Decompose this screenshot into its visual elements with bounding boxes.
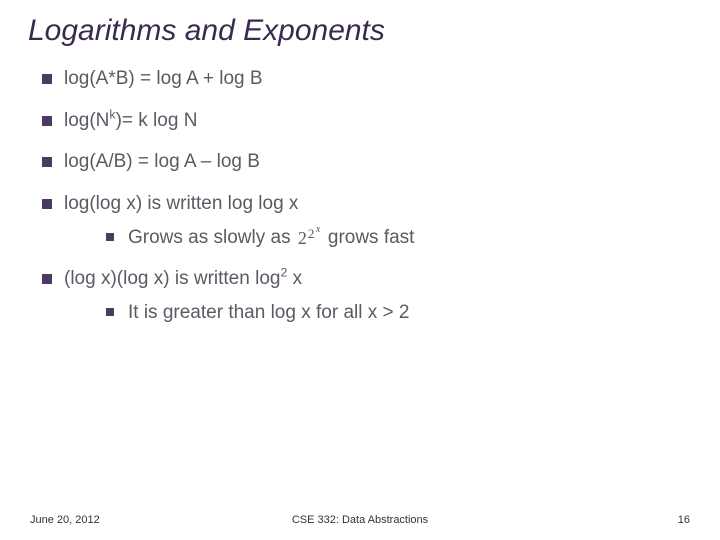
slide-title: Logarithms and Exponents bbox=[28, 14, 692, 48]
footer: June 20, 2012 CSE 332: Data Abstractions… bbox=[0, 514, 720, 526]
bullet-list: log(A*B) = log A + log B log(Nk)= k log N… bbox=[28, 66, 692, 325]
sub-list: Grows as slowly as 22xgrows fast bbox=[64, 225, 692, 251]
bullet-text: (log x)(log x) is written log2 x bbox=[64, 268, 302, 289]
bullet-item: log(A/B) = log A – log B bbox=[42, 149, 692, 175]
footer-course: CSE 332: Data Abstractions bbox=[292, 514, 428, 526]
footer-date: June 20, 2012 bbox=[30, 514, 100, 526]
sub-item: Grows as slowly as 22xgrows fast bbox=[106, 225, 692, 251]
bullet-text: log(A/B) = log A – log B bbox=[64, 151, 260, 172]
slide: Logarithms and Exponents log(A*B) = log … bbox=[0, 0, 720, 540]
sub-list: It is greater than log x for all x > 2 bbox=[64, 300, 692, 326]
sub-item: It is greater than log x for all x > 2 bbox=[106, 300, 692, 326]
bullet-text: log(Nk)= k log N bbox=[64, 110, 197, 131]
bullet-item: log(Nk)= k log N bbox=[42, 108, 692, 134]
bullet-text: log(log x) is written log log x bbox=[64, 193, 298, 214]
bullet-item: log(A*B) = log A + log B bbox=[42, 66, 692, 92]
footer-page: 16 bbox=[678, 514, 690, 526]
bullet-item: log(log x) is written log log x Grows as … bbox=[42, 191, 692, 250]
bullet-item: (log x)(log x) is written log2 x It is gr… bbox=[42, 266, 692, 325]
bullet-text: log(A*B) = log A + log B bbox=[64, 68, 263, 89]
